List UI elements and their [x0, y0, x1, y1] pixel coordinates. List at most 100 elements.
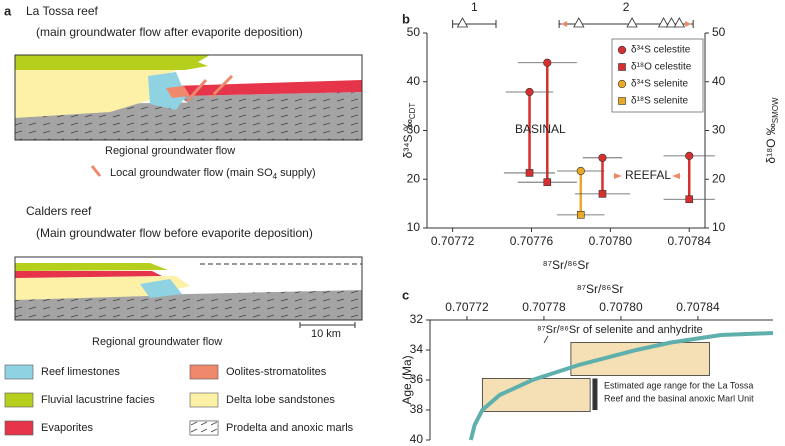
group-label: 1 — [471, 0, 478, 14]
y-tick-label: 38 — [410, 402, 424, 416]
sample-marker — [456, 17, 469, 28]
point — [685, 151, 694, 160]
y-tick-label: 34 — [410, 342, 424, 356]
point — [598, 153, 607, 162]
flow-arrow — [188, 74, 234, 99]
legend-swatch — [4, 364, 34, 380]
fluvial-layer — [15, 55, 210, 70]
subscript: SMOW — [771, 97, 780, 123]
panel-label: c — [402, 287, 409, 302]
x-tick-label: 0.70780 — [599, 300, 643, 314]
group-label: 2 — [623, 0, 630, 14]
annotation: Estimated age range for the La Tossa — [604, 380, 753, 390]
fluvial-layer — [15, 263, 168, 271]
legend-marker — [617, 45, 627, 55]
arrow-head — [186, 94, 214, 102]
y-axis-label: δ³⁴S ‰CDT — [401, 103, 417, 159]
legend-swatch — [4, 420, 34, 436]
legend-marker — [618, 97, 626, 105]
point — [576, 166, 585, 176]
diagram-frame — [14, 54, 363, 141]
x-tick-label: 0.70778 — [522, 300, 566, 314]
age-bar — [592, 378, 598, 410]
text-part: supply) — [277, 167, 316, 179]
scale-bar — [299, 322, 356, 328]
arrow-legend: Local groundwater flow (main SO4 supply) — [110, 167, 316, 181]
subscript: CDT — [408, 103, 417, 120]
legend-marker — [618, 63, 626, 71]
sample-marker — [657, 17, 670, 28]
y-tick-label: 50 — [407, 25, 421, 39]
legend-label: Fluvial lacustrine facies — [41, 394, 155, 406]
y-tick-label: 30 — [407, 123, 421, 137]
evaporite-layer — [15, 271, 162, 278]
x-tick-label: 0.70784 — [676, 300, 720, 314]
label-part: δ¹⁸O ‰ — [764, 123, 778, 163]
y-tick-label: 20 — [407, 171, 421, 185]
y2-tick-label: 40 — [712, 74, 726, 88]
y-tick-label: 40 — [410, 432, 424, 446]
y-tick-label: 36 — [410, 372, 424, 386]
annotation: BASINAL — [515, 122, 566, 136]
flow-arrow — [90, 165, 102, 177]
annotation: ⁸⁷Sr/⁸⁶Sr of selenite and anhydrite — [537, 324, 703, 336]
legend-swatch — [189, 392, 219, 408]
y-axis-label: Age (Ma) — [400, 355, 414, 404]
x-tick-label: 0.70772 — [445, 300, 489, 314]
sample-marker — [673, 17, 686, 28]
y2-tick-label: 20 — [712, 171, 726, 185]
legend-label: δ¹⁸O celestite — [631, 62, 692, 73]
annotation: REEFAL — [625, 168, 671, 182]
y2-tick-label: 30 — [712, 123, 726, 137]
panel-a: a La Tossa reef (main groundwater flow a… — [4, 3, 363, 348]
point — [525, 169, 534, 177]
sample-marker — [665, 17, 678, 28]
flow-label: Regional groundwater flow — [105, 145, 235, 157]
legend-label: δ¹⁸S selenite — [631, 96, 688, 107]
flow-label: Regional groundwater flow — [92, 336, 222, 348]
sandstone-layer — [15, 70, 178, 118]
x-tick-label: 0.70772 — [431, 234, 475, 248]
panel-label: b — [402, 11, 410, 26]
legend-label: Oolites-stromatolites — [226, 366, 327, 378]
reef-layer — [148, 72, 186, 110]
y-tick-label: 40 — [407, 74, 421, 88]
y-axis-label: δ¹⁸O ‰SMOW — [764, 97, 780, 164]
x-axis-label: ⁸⁷Sr/⁸⁶Sr — [577, 282, 624, 296]
diagram-frame — [14, 256, 363, 321]
diagram-title: La Tossa reef — [26, 4, 98, 18]
legend-swatch — [189, 364, 219, 380]
point — [543, 58, 552, 67]
oolite-layer — [166, 86, 190, 98]
text-part: Local groundwater flow (main SO — [110, 167, 273, 179]
legend-swatch — [4, 392, 34, 408]
legend-label: δ³⁴S selenite — [631, 79, 689, 90]
point — [525, 87, 534, 97]
y-tick-label: 10 — [407, 220, 421, 234]
x-axis-label: ⁸⁷Sr/⁸⁶Sr — [543, 258, 590, 272]
marl-layer — [15, 290, 362, 320]
legend-label: Reef limestones — [41, 366, 120, 378]
diagram-title: Calders reef — [26, 204, 92, 218]
point — [543, 178, 552, 186]
annotation-leader — [543, 335, 549, 344]
x-tick-label: 0.70784 — [668, 234, 712, 248]
y2-tick-label: 50 — [712, 25, 726, 39]
scale-label: 10 km — [311, 328, 341, 340]
diagram-subtitle: (main groundwater flow after evaporite d… — [36, 25, 303, 39]
legend-label: δ³⁴S celestite — [631, 45, 691, 56]
panel-label: a — [4, 3, 12, 18]
sr-curve — [468, 331, 774, 441]
legend-label: Prodelta and anoxic marls — [226, 422, 354, 434]
legend-marker — [617, 79, 627, 89]
reef-layer — [140, 279, 182, 298]
annotation: Reef and the basinal anoxic Marl Unit — [604, 393, 754, 403]
label-part: δ³⁴S ‰ — [401, 119, 415, 158]
sample-marker — [573, 17, 585, 28]
x-tick-label: 0.70776 — [510, 234, 554, 248]
point — [598, 190, 607, 198]
legend-label: Delta lobe sandstones — [226, 394, 335, 406]
point — [576, 211, 585, 219]
sample-marker — [626, 17, 638, 28]
